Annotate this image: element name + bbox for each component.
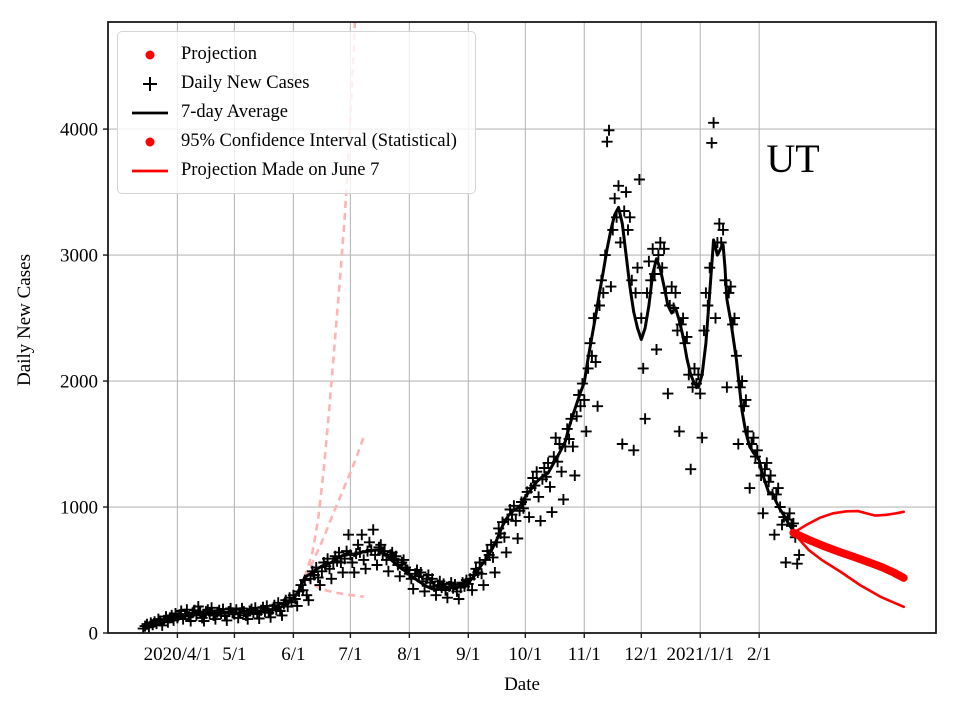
x-tick-label: 12/1 [624, 644, 658, 665]
projection-ci-upper [792, 509, 906, 535]
legend-item: 7-day Average [128, 98, 457, 127]
june7-projection-lower [303, 576, 364, 598]
series-daily-new-cases [137, 117, 805, 633]
legend-item: Daily New Cases [128, 69, 457, 98]
y-axis-label: Daily New Cases [14, 254, 35, 386]
projection-dot-icon [145, 50, 155, 59]
plot-frame [107, 21, 937, 634]
x-tick-label: 11/1 [568, 644, 601, 665]
legend-item: Projection Made on June 7 [128, 156, 457, 185]
projection-ci-lower [792, 531, 906, 609]
june7-projection-median [303, 436, 365, 578]
region-label: UT [766, 136, 819, 181]
axis-ticks: 2020/4/1 5/1 6/1 7/1 8/1 9/1 10/1 11/1 12/1 2021/… [60, 120, 771, 665]
legend: Projection Daily New Cases 7-day Average… [117, 31, 476, 194]
series-projection [789, 528, 908, 582]
x-tick-label: 7/1 [338, 644, 362, 665]
legend-item-label: 95% Confidence Interval (Statistical) [181, 131, 457, 151]
average-line-icon [132, 111, 168, 114]
series-7day-average [142, 205, 795, 628]
daily-cases-plus-icon [143, 76, 157, 91]
x-tick-label: 9/1 [456, 644, 480, 665]
legend-item: Projection [128, 40, 457, 69]
y-tick-label: 2000 [60, 372, 98, 393]
y-tick-label: 0 [89, 624, 99, 645]
x-tick-label: 8/1 [397, 644, 421, 665]
x-tick-label: 5/1 [222, 644, 246, 665]
x-axis-label: Date [504, 674, 540, 695]
x-tick-label: 2020/4/1 [144, 644, 212, 665]
y-tick-label: 4000 [60, 120, 98, 141]
legend-item-label: Projection [181, 44, 258, 64]
x-tick-label: 10/1 [508, 644, 542, 665]
y-tick-label: 1000 [60, 498, 98, 519]
legend-item: 95% Confidence Interval (Statistical) [128, 127, 457, 156]
x-tick-label: 2/1 [747, 644, 771, 665]
x-tick-label: 6/1 [281, 644, 305, 665]
confidence-dot-icon [145, 137, 155, 146]
legend-item-label: 7-day Average [181, 102, 289, 122]
plot-series [137, 22, 908, 633]
june7-projection-line-icon [132, 169, 168, 172]
x-tick-label: 2021/1/1 [666, 644, 734, 665]
legend-item-label: Daily New Cases [181, 73, 310, 93]
legend-item-label: Projection Made on June 7 [181, 160, 380, 180]
y-tick-label: 3000 [60, 246, 98, 267]
